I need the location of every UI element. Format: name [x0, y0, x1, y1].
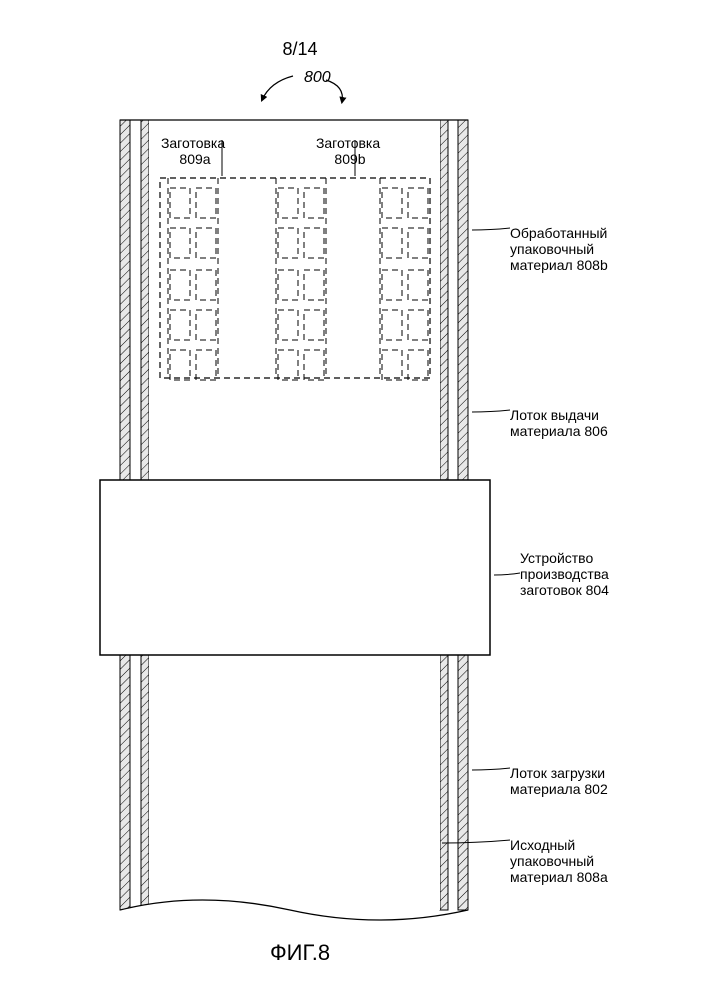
ref-800: 800 [262, 69, 342, 102]
label-processed: Обработанный упаковочный материал 808b [510, 225, 611, 273]
figure-svg: 8/14 800 Заготовка 809a Заготовка 809b О… [0, 0, 707, 1000]
label-raw: Исходный упаковочный материал 808a [510, 837, 608, 885]
label-device: Устройство производства заготовок 804 [520, 550, 613, 598]
svg-text:800: 800 [304, 69, 331, 86]
device-box [100, 480, 490, 655]
label-intray: Лоток загрузки материала 802 [510, 765, 609, 797]
page-number: 8/14 [282, 39, 317, 59]
figure-caption: ФИГ.8 [270, 940, 330, 965]
label-outtray: Лоток выдачи материала 806 [510, 407, 608, 439]
figure-page: { "page": { "page_number": "8/14", "fig_… [0, 0, 707, 1000]
